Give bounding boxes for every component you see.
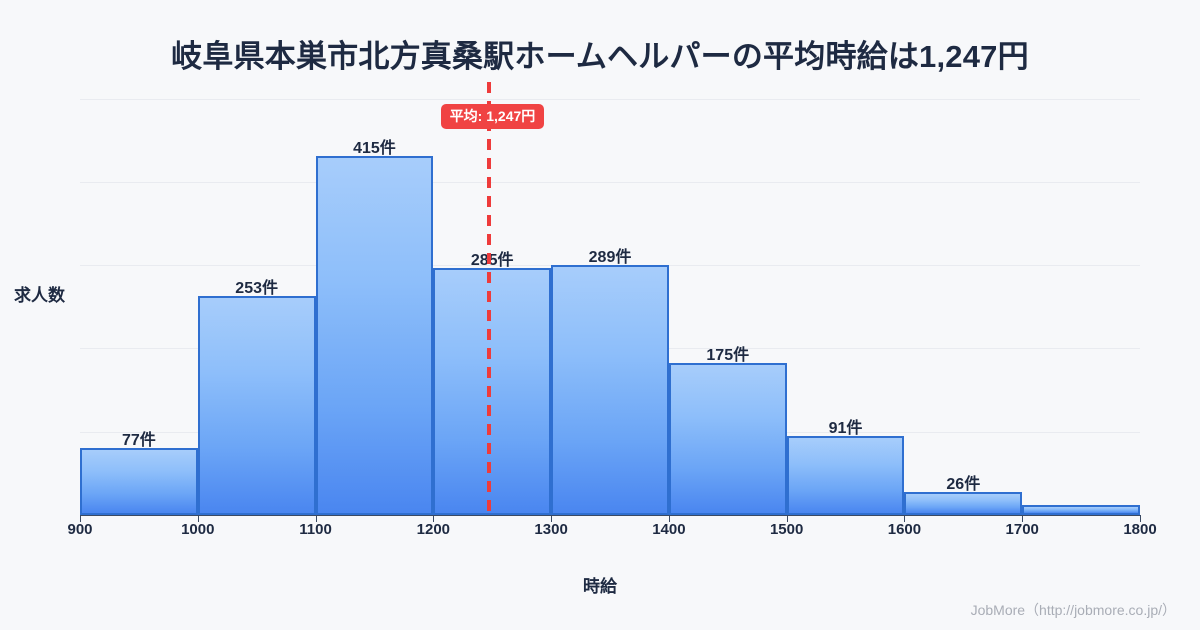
bar[interactable] xyxy=(668,363,787,515)
x-tick-label: 1200 xyxy=(416,521,451,538)
bar[interactable] xyxy=(80,448,198,515)
gridline xyxy=(80,182,1140,183)
x-tick-mark xyxy=(80,515,81,522)
bar[interactable] xyxy=(315,155,434,515)
bar-value-label: 289件 xyxy=(588,248,632,266)
bar[interactable] xyxy=(786,436,905,515)
x-tick-label: 1400 xyxy=(652,521,686,538)
bar[interactable] xyxy=(551,264,669,515)
bar-value-label: 415件 xyxy=(353,139,396,157)
x-tick-label: 1500 xyxy=(769,521,804,538)
x-tick-label: 1300 xyxy=(534,521,568,538)
x-tick-label: 1000 xyxy=(181,521,215,538)
x-tick-mark xyxy=(1022,515,1024,522)
x-tick-mark xyxy=(433,515,435,522)
x-axis-line xyxy=(80,515,1140,516)
x-tick-mark xyxy=(1140,515,1141,522)
x-tick-mark xyxy=(197,515,199,522)
plot-area: 77件 253件 415件 285件 289件 175件 91件 26件 平均: 1,247円 xyxy=(80,82,1140,515)
bar-value-label: 91件 xyxy=(828,420,863,438)
bar[interactable] xyxy=(197,295,316,515)
x-tick-mark xyxy=(668,515,670,522)
x-tick-label: 1100 xyxy=(299,521,332,538)
average-badge: 平均: 1,247円 xyxy=(440,104,545,129)
x-tick-mark xyxy=(551,515,553,522)
bar-value-label: 77件 xyxy=(121,432,156,450)
bar[interactable] xyxy=(904,492,1023,515)
y-axis-title: 求人数 xyxy=(14,286,65,305)
x-tick-label: 1700 xyxy=(1005,521,1039,538)
x-tick-mark xyxy=(786,515,788,522)
bar-value-label: 26件 xyxy=(946,476,981,494)
x-tick-label: 1800 xyxy=(1123,521,1157,538)
x-tick-label: 1600 xyxy=(887,521,922,538)
bar[interactable] xyxy=(1022,505,1140,515)
footer-credit: JobMore（http://jobmore.co.jp/） xyxy=(970,602,1176,618)
average-line xyxy=(486,82,491,515)
x-tick-mark xyxy=(315,515,317,522)
x-tick-mark xyxy=(904,515,906,522)
bar-value-label: 175件 xyxy=(706,347,750,365)
x-tick-label: 900 xyxy=(67,521,93,538)
chart-title: 岐阜県本巣市北方真桑駅ホームヘルパーの平均時給は1,247円 xyxy=(171,39,1029,74)
x-axis-title: 時給 xyxy=(583,577,617,596)
gridline xyxy=(80,99,1140,100)
bar-value-label: 253件 xyxy=(235,279,278,297)
bar[interactable] xyxy=(433,268,552,515)
bar-value-label: 285件 xyxy=(470,252,514,270)
